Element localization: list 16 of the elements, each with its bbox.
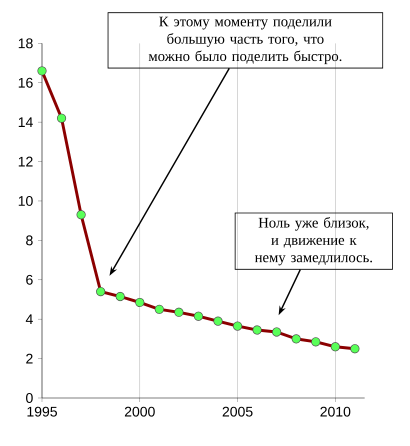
y-tick-label: 8 [26,235,33,246]
y-tick-label: 2 [26,354,33,364]
y-tick-label: 12 [18,156,33,166]
y-tick-label: 18 [18,38,33,48]
x-tick-label: 2000 [124,406,155,417]
y-tick-label: 4 [26,314,33,324]
annotation: Ноль уже близок, и движение к нему замедлилось. [254,216,372,266]
y-tick-label: 14 [18,117,33,127]
x-tick-label: 1995 [27,406,57,417]
annotation: К этому моменту поделили большую часть того, что можно было поделить быстро. [148,16,342,64]
y-tick-label: 16 [18,78,33,88]
y-tick-label: 10 [18,196,33,206]
y-tick-label: 0 [26,393,33,403]
x-tick-label: 2010 [320,406,350,417]
x-tick-label: 2005 [222,406,253,417]
y-tick-label: 6 [26,274,33,285]
